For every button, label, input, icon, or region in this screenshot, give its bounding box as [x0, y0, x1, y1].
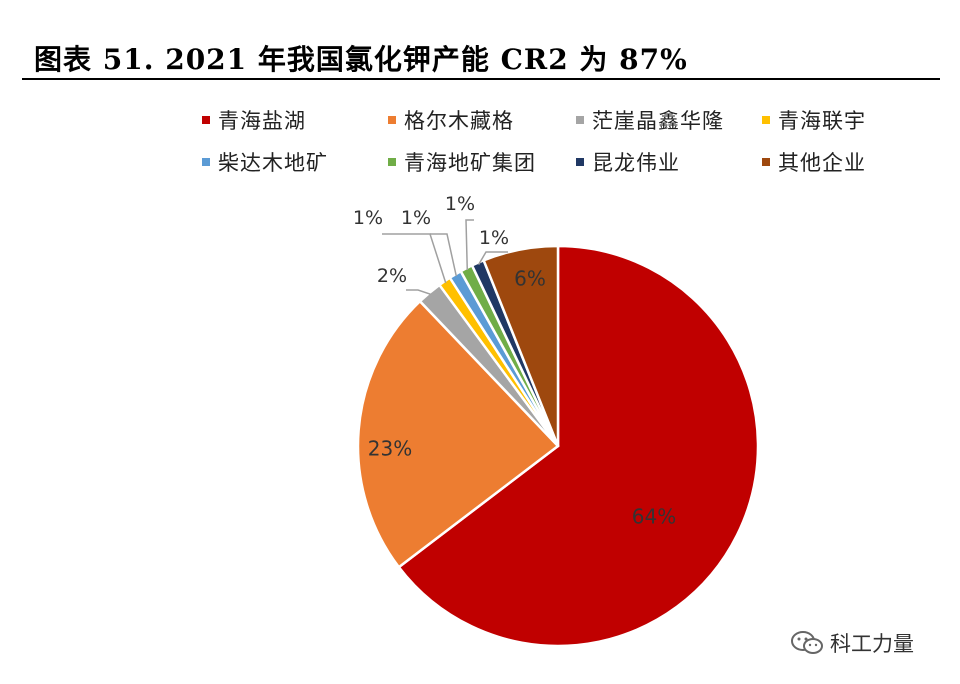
leader-line: [406, 289, 431, 296]
legend-item: 昆龙伟业: [576, 150, 680, 175]
legend-label: 格尔木藏格: [404, 109, 514, 133]
data-label: 1%: [401, 207, 431, 229]
legend-label: 青海盐湖: [218, 109, 306, 133]
title-underline: [22, 78, 940, 80]
data-label: 1%: [479, 227, 509, 249]
legend-swatch: [202, 116, 210, 124]
legend-label: 昆龙伟业: [592, 151, 680, 175]
legend-item: 青海盐湖: [202, 108, 306, 133]
data-label: 1%: [353, 207, 383, 229]
legend-swatch: [762, 116, 770, 124]
data-label: 1%: [445, 193, 475, 215]
legend-swatch: [388, 158, 396, 166]
chart-title: 图表 51. 2021 年我国氯化钾产能 CR2 为 87%: [34, 43, 688, 76]
legend-item: 格尔木藏格: [388, 108, 514, 133]
legend-item: 其他企业: [762, 150, 866, 175]
legend-label: 其他企业: [778, 151, 866, 175]
pie-slice: [397, 244, 760, 648]
watermark-text: 科工力量: [830, 632, 914, 656]
legend-label: 青海联宇: [778, 109, 866, 133]
pie-slice: [356, 300, 560, 569]
legend-swatch: [762, 158, 770, 166]
legend-swatch: [388, 116, 396, 124]
wechat-icon: [791, 631, 823, 654]
legend-label: 茫崖晶鑫华隆: [592, 109, 724, 133]
data-label: 6%: [514, 267, 546, 291]
legend-item: 青海联宇: [762, 108, 866, 133]
legend: 青海盐湖 格尔木藏格 茫崖晶鑫华隆 青海联宇柴达木地矿 青海地矿集团 昆龙伟业 其他企业: [0, 0, 960, 200]
legend-item: 柴达木地矿: [202, 150, 328, 175]
leader-line: [465, 219, 474, 271]
legend-swatch: [576, 158, 584, 166]
watermark: 科工力量: [790, 628, 914, 658]
leader-line: [477, 251, 508, 265]
legend-swatch: [202, 158, 210, 166]
pie-slice: [482, 244, 560, 448]
legend-swatch: [576, 116, 584, 124]
legend-item: 青海地矿集团: [388, 150, 536, 175]
legend-item: 茫崖晶鑫华隆: [576, 108, 724, 133]
leader-line: [430, 233, 458, 277]
data-label: 64%: [632, 505, 676, 529]
data-label: 2%: [377, 265, 407, 287]
legend-label: 柴达木地矿: [218, 151, 328, 175]
data-label: 23%: [368, 437, 412, 461]
legend-label: 青海地矿集团: [404, 151, 536, 175]
